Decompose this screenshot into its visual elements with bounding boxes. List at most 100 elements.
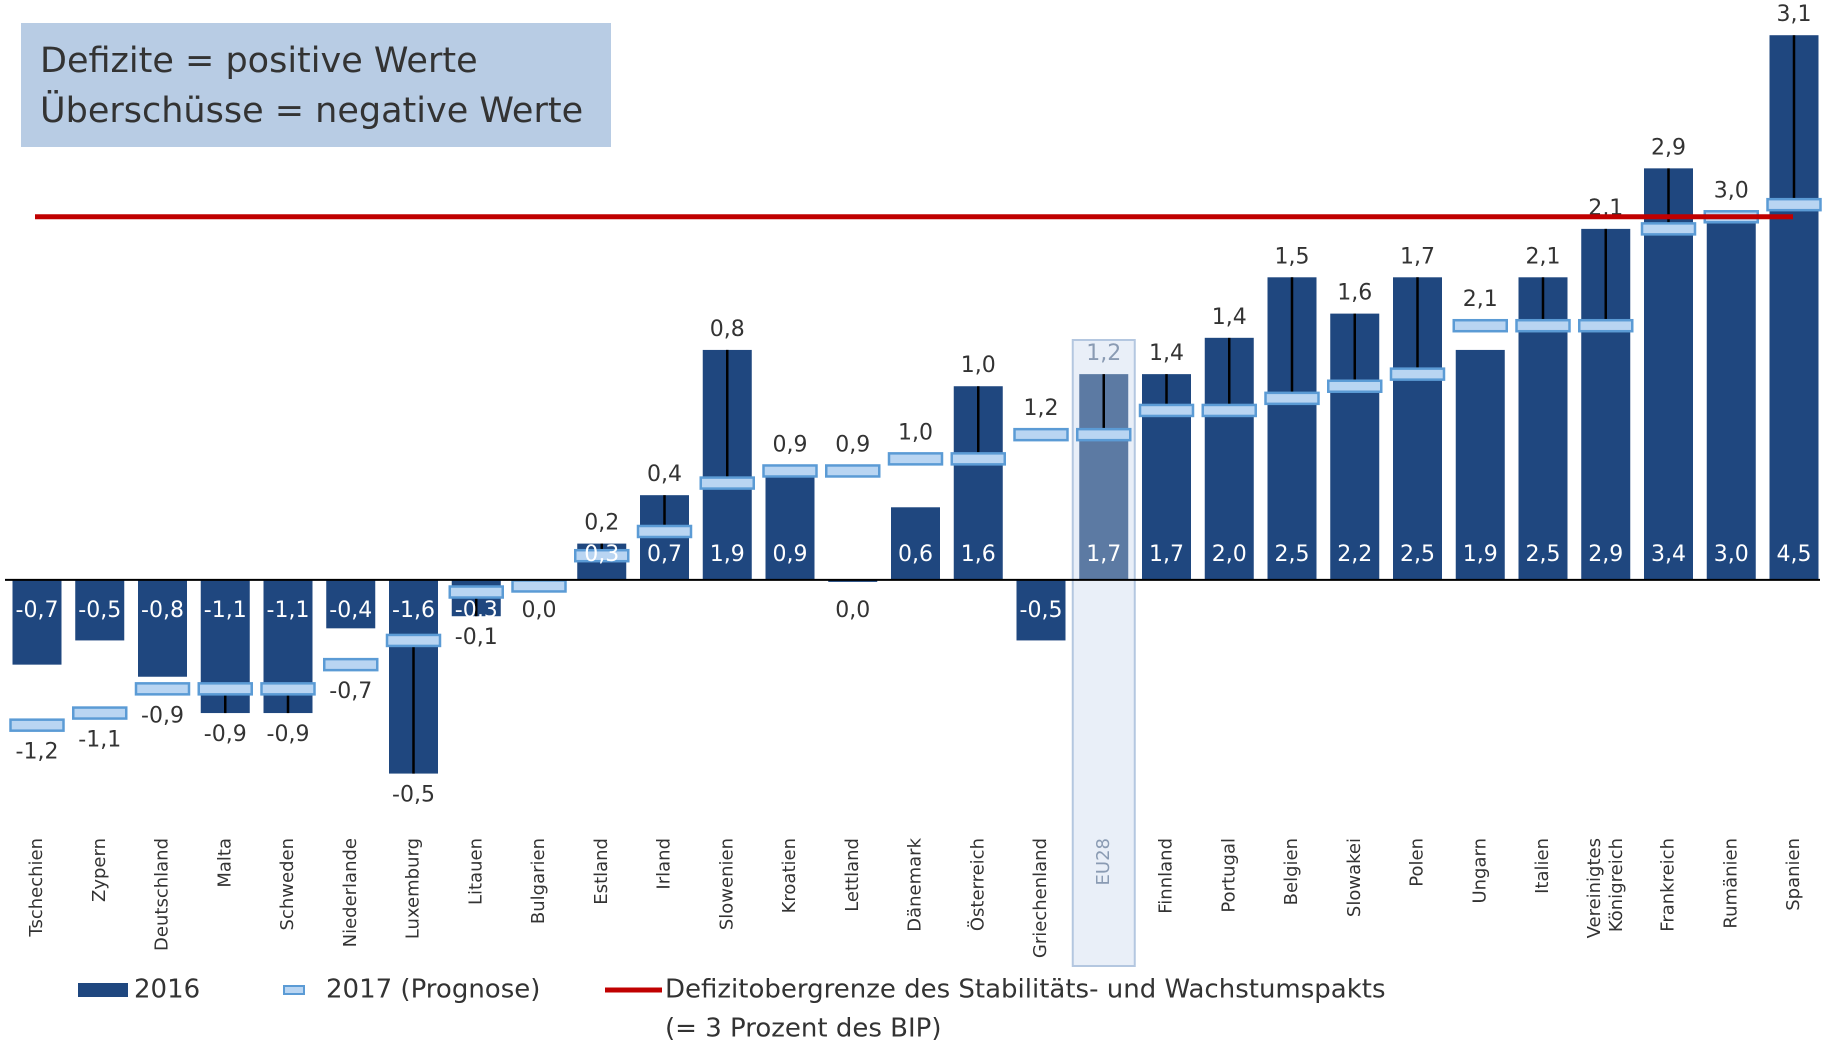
x-tick-label: Estland <box>591 838 612 905</box>
value-label: 2,5 <box>1275 542 1310 567</box>
bar <box>75 579 125 641</box>
x-tick-label: Österreich <box>966 838 988 931</box>
value-label: -1,1 <box>204 598 247 623</box>
x-tick-label: Rumänien <box>1720 838 1741 929</box>
x-tick-label: Kroatien <box>779 838 800 913</box>
forecast-marker <box>197 682 253 696</box>
value-label: 0,6 <box>898 542 933 567</box>
value-label: -0,1 <box>455 625 498 650</box>
legend-swatch <box>283 985 305 995</box>
forecast-marker <box>448 585 504 599</box>
value-label: 1,5 <box>1275 244 1310 269</box>
value-label: 1,4 <box>1212 305 1247 330</box>
value-label: 0,8 <box>710 317 745 342</box>
x-tick-label: Schweden <box>277 838 298 930</box>
bar <box>138 579 187 677</box>
value-label: 1,9 <box>1463 542 1498 567</box>
x-tick-label: Litauen <box>465 838 486 905</box>
value-label: 1,7 <box>1086 542 1121 567</box>
value-label: 2,1 <box>1463 287 1498 312</box>
bar <box>326 579 376 629</box>
value-label: -1,1 <box>78 728 121 753</box>
x-tick-label: Deutschland <box>152 838 173 951</box>
value-label: 1,7 <box>1149 542 1184 567</box>
value-label: 1,7 <box>1400 244 1435 269</box>
forecast-marker <box>1264 391 1320 406</box>
forecast-marker <box>134 682 191 696</box>
legend-label: Defizitobergrenze des Stabilitäts- und W… <box>665 975 1386 1005</box>
value-label: -1,6 <box>392 598 435 623</box>
value-label: 1,9 <box>710 542 745 567</box>
bar <box>891 507 940 580</box>
forecast-marker <box>1640 222 1697 236</box>
value-label: -0,3 <box>455 598 498 623</box>
bar <box>1644 168 1693 580</box>
x-tick-label: Luxemburg <box>403 838 424 939</box>
value-label: -0,5 <box>78 598 121 623</box>
forecast-marker <box>72 706 128 720</box>
forecast-marker <box>1389 367 1446 381</box>
value-label: 2,5 <box>1526 542 1561 567</box>
annotation: Defizite = positive Werte <box>40 41 478 81</box>
value-label: 0,7 <box>647 542 682 567</box>
x-tick-label: Frankreich <box>1658 838 1679 932</box>
bar <box>1016 579 1066 641</box>
forecast-marker <box>511 579 567 593</box>
forecast-marker <box>385 633 442 648</box>
forecast-marker <box>950 452 1006 466</box>
value-label: 2,9 <box>1588 542 1623 567</box>
bar <box>765 470 815 580</box>
forecast-marker <box>1138 403 1195 418</box>
x-tick-label: Tschechien <box>26 838 47 938</box>
value-label: 2,0 <box>1212 542 1247 567</box>
forecast-marker <box>1578 318 1634 333</box>
value-label: 3,0 <box>1714 542 1749 567</box>
legend-label: 2016 <box>134 975 200 1005</box>
forecast-marker <box>9 718 65 732</box>
value-label: 2,1 <box>1526 244 1561 269</box>
x-tick-label: Slowenien <box>716 838 737 930</box>
x-tick-label: Finnland <box>1156 838 1177 914</box>
value-label: 3,0 <box>1714 178 1749 203</box>
value-label: 0,0 <box>835 598 870 623</box>
value-label: -0,8 <box>141 598 184 623</box>
x-tick-label: Spanien <box>1783 838 1804 911</box>
value-label: -0,7 <box>329 679 372 704</box>
x-tick-label: Italien <box>1532 838 1553 894</box>
value-label: -0,5 <box>1020 598 1063 623</box>
forecast-marker <box>699 476 755 490</box>
legend-swatch <box>78 983 128 997</box>
legend-label: 2017 (Prognose) <box>326 975 540 1005</box>
x-tick-label: Zypern <box>89 838 110 902</box>
value-label: 2,2 <box>1337 542 1372 567</box>
value-label: -1,2 <box>16 740 59 765</box>
value-label: 2,9 <box>1651 135 1686 160</box>
value-label: 1,6 <box>961 542 996 567</box>
x-tick-label: VereinigtesKönigreich <box>1584 838 1627 938</box>
value-label: -0,9 <box>141 703 184 728</box>
value-label: 0,0 <box>522 598 557 623</box>
value-label: 0,9 <box>835 432 870 457</box>
x-tick-label: Niederlande <box>340 838 361 947</box>
value-label: -0,9 <box>267 722 310 747</box>
value-label: 0,2 <box>584 511 619 536</box>
annotation: Überschüsse = negative Werte <box>40 89 583 131</box>
forecast-marker <box>323 657 379 672</box>
value-label: 3,1 <box>1777 2 1812 27</box>
value-label: 0,9 <box>773 542 808 567</box>
value-label: 1,4 <box>1149 341 1184 366</box>
value-label: -0,4 <box>329 598 372 623</box>
forecast-marker <box>887 452 944 466</box>
x-tick-label: Lettland <box>842 838 863 912</box>
forecast-marker <box>1201 403 1257 418</box>
x-tick-label: Bulgarien <box>528 838 549 924</box>
value-label: 1,2 <box>1086 341 1121 366</box>
bar <box>12 579 62 665</box>
x-tick-label: Irland <box>654 838 675 890</box>
value-label: 0,9 <box>773 432 808 457</box>
forecast-marker <box>260 682 316 696</box>
forecast-marker <box>1013 427 1069 442</box>
bar <box>1455 349 1505 580</box>
value-label: 1,0 <box>961 353 996 378</box>
